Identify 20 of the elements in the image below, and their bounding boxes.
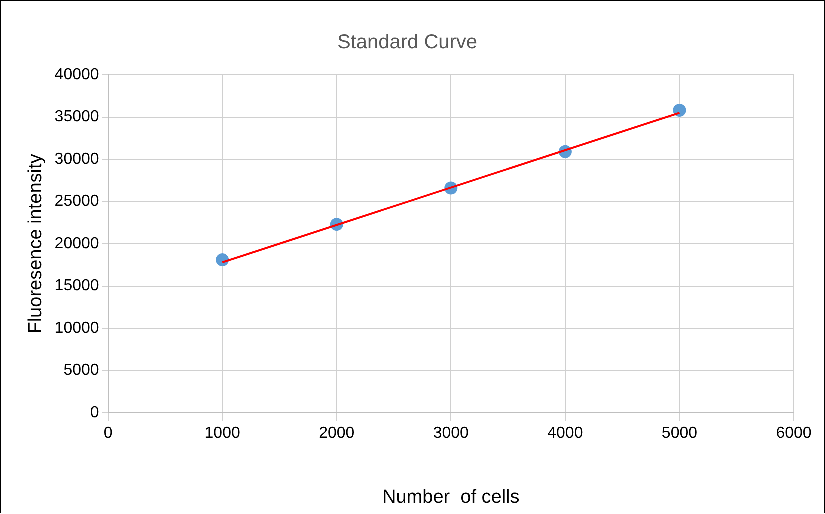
y-tick-label: 30000	[54, 150, 100, 168]
y-tick-label: 15000	[54, 278, 100, 295]
y-tick-label: 10000	[54, 320, 100, 337]
x-axis-title: Number of cells	[382, 486, 520, 508]
y-tick-label: 40000	[54, 66, 100, 84]
y-tick-label: 25000	[54, 193, 100, 210]
x-tick-label: 0	[104, 425, 113, 442]
x-tick-label: 6000	[776, 425, 812, 442]
y-tick-label: 20000	[54, 235, 100, 252]
point	[673, 104, 686, 117]
x-tick-label: 1000	[204, 425, 240, 442]
y-tick-label: 5000	[64, 362, 100, 380]
x-tick-label: 4000	[548, 425, 584, 442]
x-tick-label: 5000	[662, 425, 698, 442]
y-axis-title: Fluoresence intensity	[26, 154, 47, 334]
x-tick-label: 3000	[433, 425, 470, 442]
chart-title: Standard Curve	[337, 32, 478, 54]
y-tick-label: 35000	[54, 108, 100, 126]
y-tick-label: 0	[90, 404, 100, 422]
x-tick-label: 2000	[319, 425, 355, 442]
